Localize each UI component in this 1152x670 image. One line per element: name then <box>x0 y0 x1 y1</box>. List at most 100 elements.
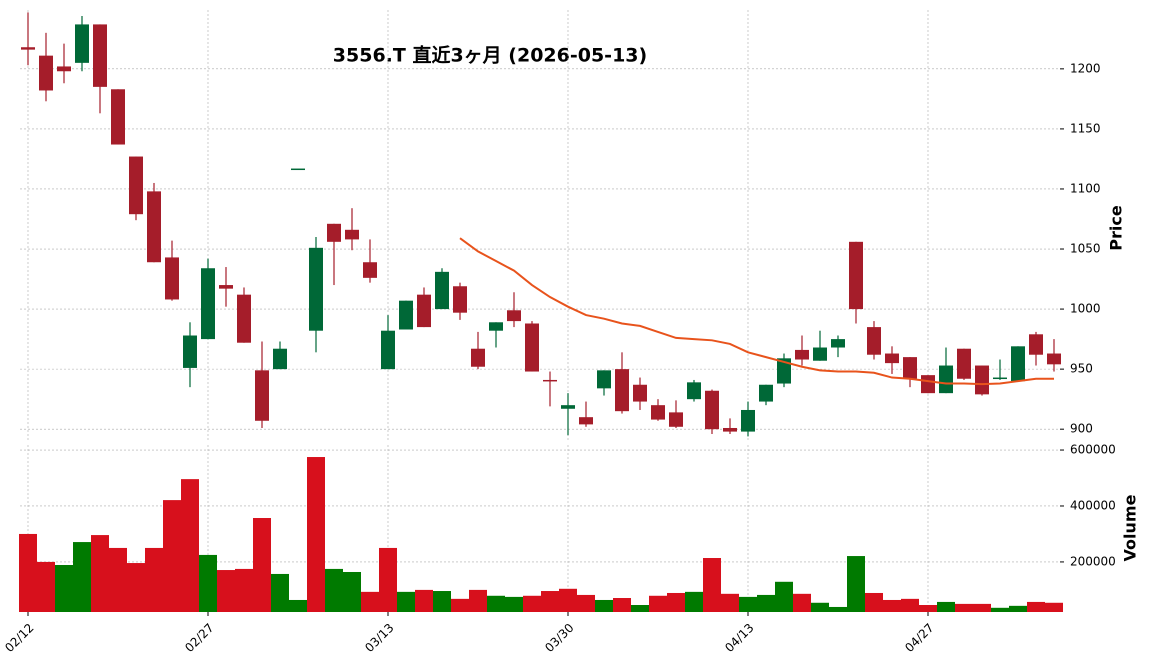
volume-bar <box>973 603 991 612</box>
candle-body <box>201 268 215 340</box>
volume-bar <box>271 573 289 612</box>
volume-bar <box>91 535 109 612</box>
volume-bar <box>829 606 847 612</box>
x-tick-label: 02/12 <box>2 621 36 655</box>
volume-bar <box>469 589 487 612</box>
volume-bar <box>865 592 883 612</box>
candle-body <box>147 191 161 263</box>
volume-bar <box>379 547 397 612</box>
candle-body <box>273 348 287 370</box>
volume-bar <box>757 594 775 612</box>
volume-bar <box>991 607 1009 612</box>
volume-bar <box>343 571 361 612</box>
candle-body <box>39 55 53 91</box>
candle-body <box>471 348 485 367</box>
candle-body <box>165 257 179 300</box>
volume-bar <box>577 594 595 612</box>
x-tick-label: 04/27 <box>902 621 936 655</box>
volume-bar <box>1045 602 1063 612</box>
volume-bar <box>163 500 181 612</box>
volume-bar <box>739 596 757 612</box>
y-tick-label: 1000 <box>1070 302 1101 316</box>
candle-body <box>1047 353 1061 365</box>
candle-body <box>579 417 593 425</box>
x-tick-label: 03/30 <box>542 621 576 655</box>
volume-bar <box>55 565 73 612</box>
candle-body <box>993 377 1007 380</box>
volume-bar <box>415 589 433 612</box>
volume-bar <box>613 598 631 612</box>
x-tick-label: 04/13 <box>722 621 756 655</box>
candle-body <box>705 390 719 430</box>
volume-bar <box>19 533 37 612</box>
volume-bar <box>703 558 721 612</box>
volume-bar <box>847 556 865 612</box>
candle-body <box>795 349 809 360</box>
candle-body <box>435 271 449 310</box>
volume-axis-label: Volume <box>1121 494 1140 561</box>
candle-body <box>741 409 755 432</box>
volume-bar <box>667 592 685 612</box>
volume-bar <box>199 554 217 612</box>
volume-bar <box>649 595 667 612</box>
candle-body <box>1011 346 1025 382</box>
y-tick-label: 900 <box>1070 422 1093 436</box>
candle-body <box>327 223 341 242</box>
volume-bar <box>307 457 325 612</box>
candle-body <box>363 262 377 278</box>
candle-body <box>813 347 827 361</box>
candle-body <box>597 370 611 389</box>
candle-body <box>885 353 899 364</box>
volume-bar <box>181 479 199 612</box>
candle-body <box>633 384 647 402</box>
candle-body <box>1029 334 1043 355</box>
volume-bar <box>955 603 973 612</box>
volume-bar <box>433 591 451 612</box>
candle-body <box>345 229 359 240</box>
volume-bar <box>595 599 613 612</box>
candle-body <box>759 384 773 402</box>
volume-bar <box>253 518 271 612</box>
candle-body <box>777 358 791 384</box>
volume-bar <box>793 593 811 612</box>
candle-body <box>399 300 413 330</box>
volume-bar <box>919 605 937 612</box>
candle-body <box>453 286 467 313</box>
volume-bar <box>523 595 541 612</box>
candle-body <box>687 382 701 400</box>
candle-body <box>939 365 953 394</box>
candle-body <box>93 24 107 87</box>
candle-body <box>525 323 539 372</box>
volume-bar <box>361 591 379 612</box>
moving-average <box>459 237 1054 386</box>
volume-bar <box>37 561 55 612</box>
candle-body <box>489 322 503 331</box>
volume-bar <box>883 599 901 612</box>
volume-bar <box>541 591 559 612</box>
volume-bar <box>811 602 829 612</box>
volume-bar <box>487 595 505 612</box>
x-tick-label: 02/27 <box>182 621 216 655</box>
chart-title: 3556.T 直近3ヶ月 (2026-05-13) <box>333 44 647 67</box>
volume-bar <box>721 593 739 612</box>
volume-bar <box>1027 601 1045 612</box>
y-tick-label: 1050 <box>1070 242 1101 256</box>
y-axis-label: Price <box>1107 205 1126 251</box>
volume-bar <box>901 598 919 612</box>
volume-bar <box>937 601 955 612</box>
volume-tick-label: 200000 <box>1070 554 1116 568</box>
candle-body <box>237 294 251 343</box>
volume-bar <box>127 563 145 612</box>
y-tick-label: 1150 <box>1070 121 1101 135</box>
candle-body <box>849 241 863 310</box>
volume-bar <box>289 599 307 612</box>
candle-body <box>381 330 395 370</box>
candle-body <box>309 247 323 331</box>
candle-body <box>921 375 935 394</box>
volume-bar <box>685 591 703 612</box>
volume-bar <box>217 570 235 612</box>
volume-bar <box>451 598 469 612</box>
candle-body <box>417 294 431 328</box>
volume-bar <box>1009 605 1027 612</box>
